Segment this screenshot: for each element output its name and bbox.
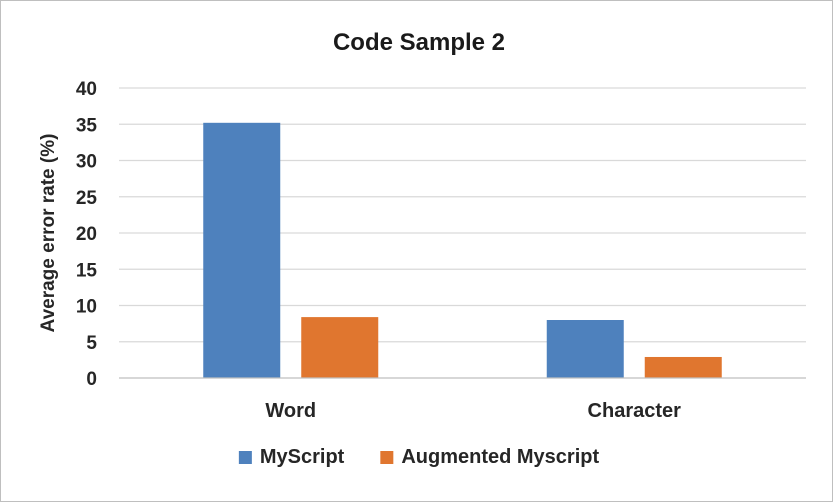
bar-augmented-myscript-word	[301, 317, 379, 378]
legend-swatch	[238, 451, 252, 464]
chart-title: Code Sample 2	[333, 29, 505, 56]
y-tick-label: 20	[76, 224, 97, 245]
y-axis-ticks: 0 5 10 15 20 25 30 35 40	[76, 79, 98, 390]
legend-item: Augmented Myscript	[380, 446, 599, 468]
y-tick-label: 0	[86, 369, 97, 390]
legend-label: MyScript	[260, 446, 345, 468]
bar-myscript-word	[203, 122, 281, 378]
bars	[203, 122, 722, 378]
y-tick-label: 35	[76, 115, 98, 136]
y-tick-label: 5	[86, 333, 97, 354]
bar-myscript-character	[546, 320, 624, 378]
y-axis-label: Average error rate (%)	[38, 134, 59, 333]
legend-item: MyScript	[238, 446, 345, 468]
y-tick-label: 15	[76, 260, 98, 281]
legend-swatch	[380, 451, 394, 464]
legend: MyScript Augmented Myscript	[238, 446, 599, 468]
bar-augmented-myscript-character	[644, 356, 722, 378]
x-axis-categories: Word Character	[265, 400, 681, 422]
y-tick-label: 10	[76, 297, 97, 318]
legend-label: Augmented Myscript	[401, 446, 599, 468]
x-category-label: Word	[265, 400, 316, 422]
y-tick-label: 25	[76, 188, 98, 209]
x-category-label: Character	[588, 400, 682, 422]
y-tick-label: 30	[76, 152, 97, 173]
y-tick-label: 40	[76, 79, 97, 100]
